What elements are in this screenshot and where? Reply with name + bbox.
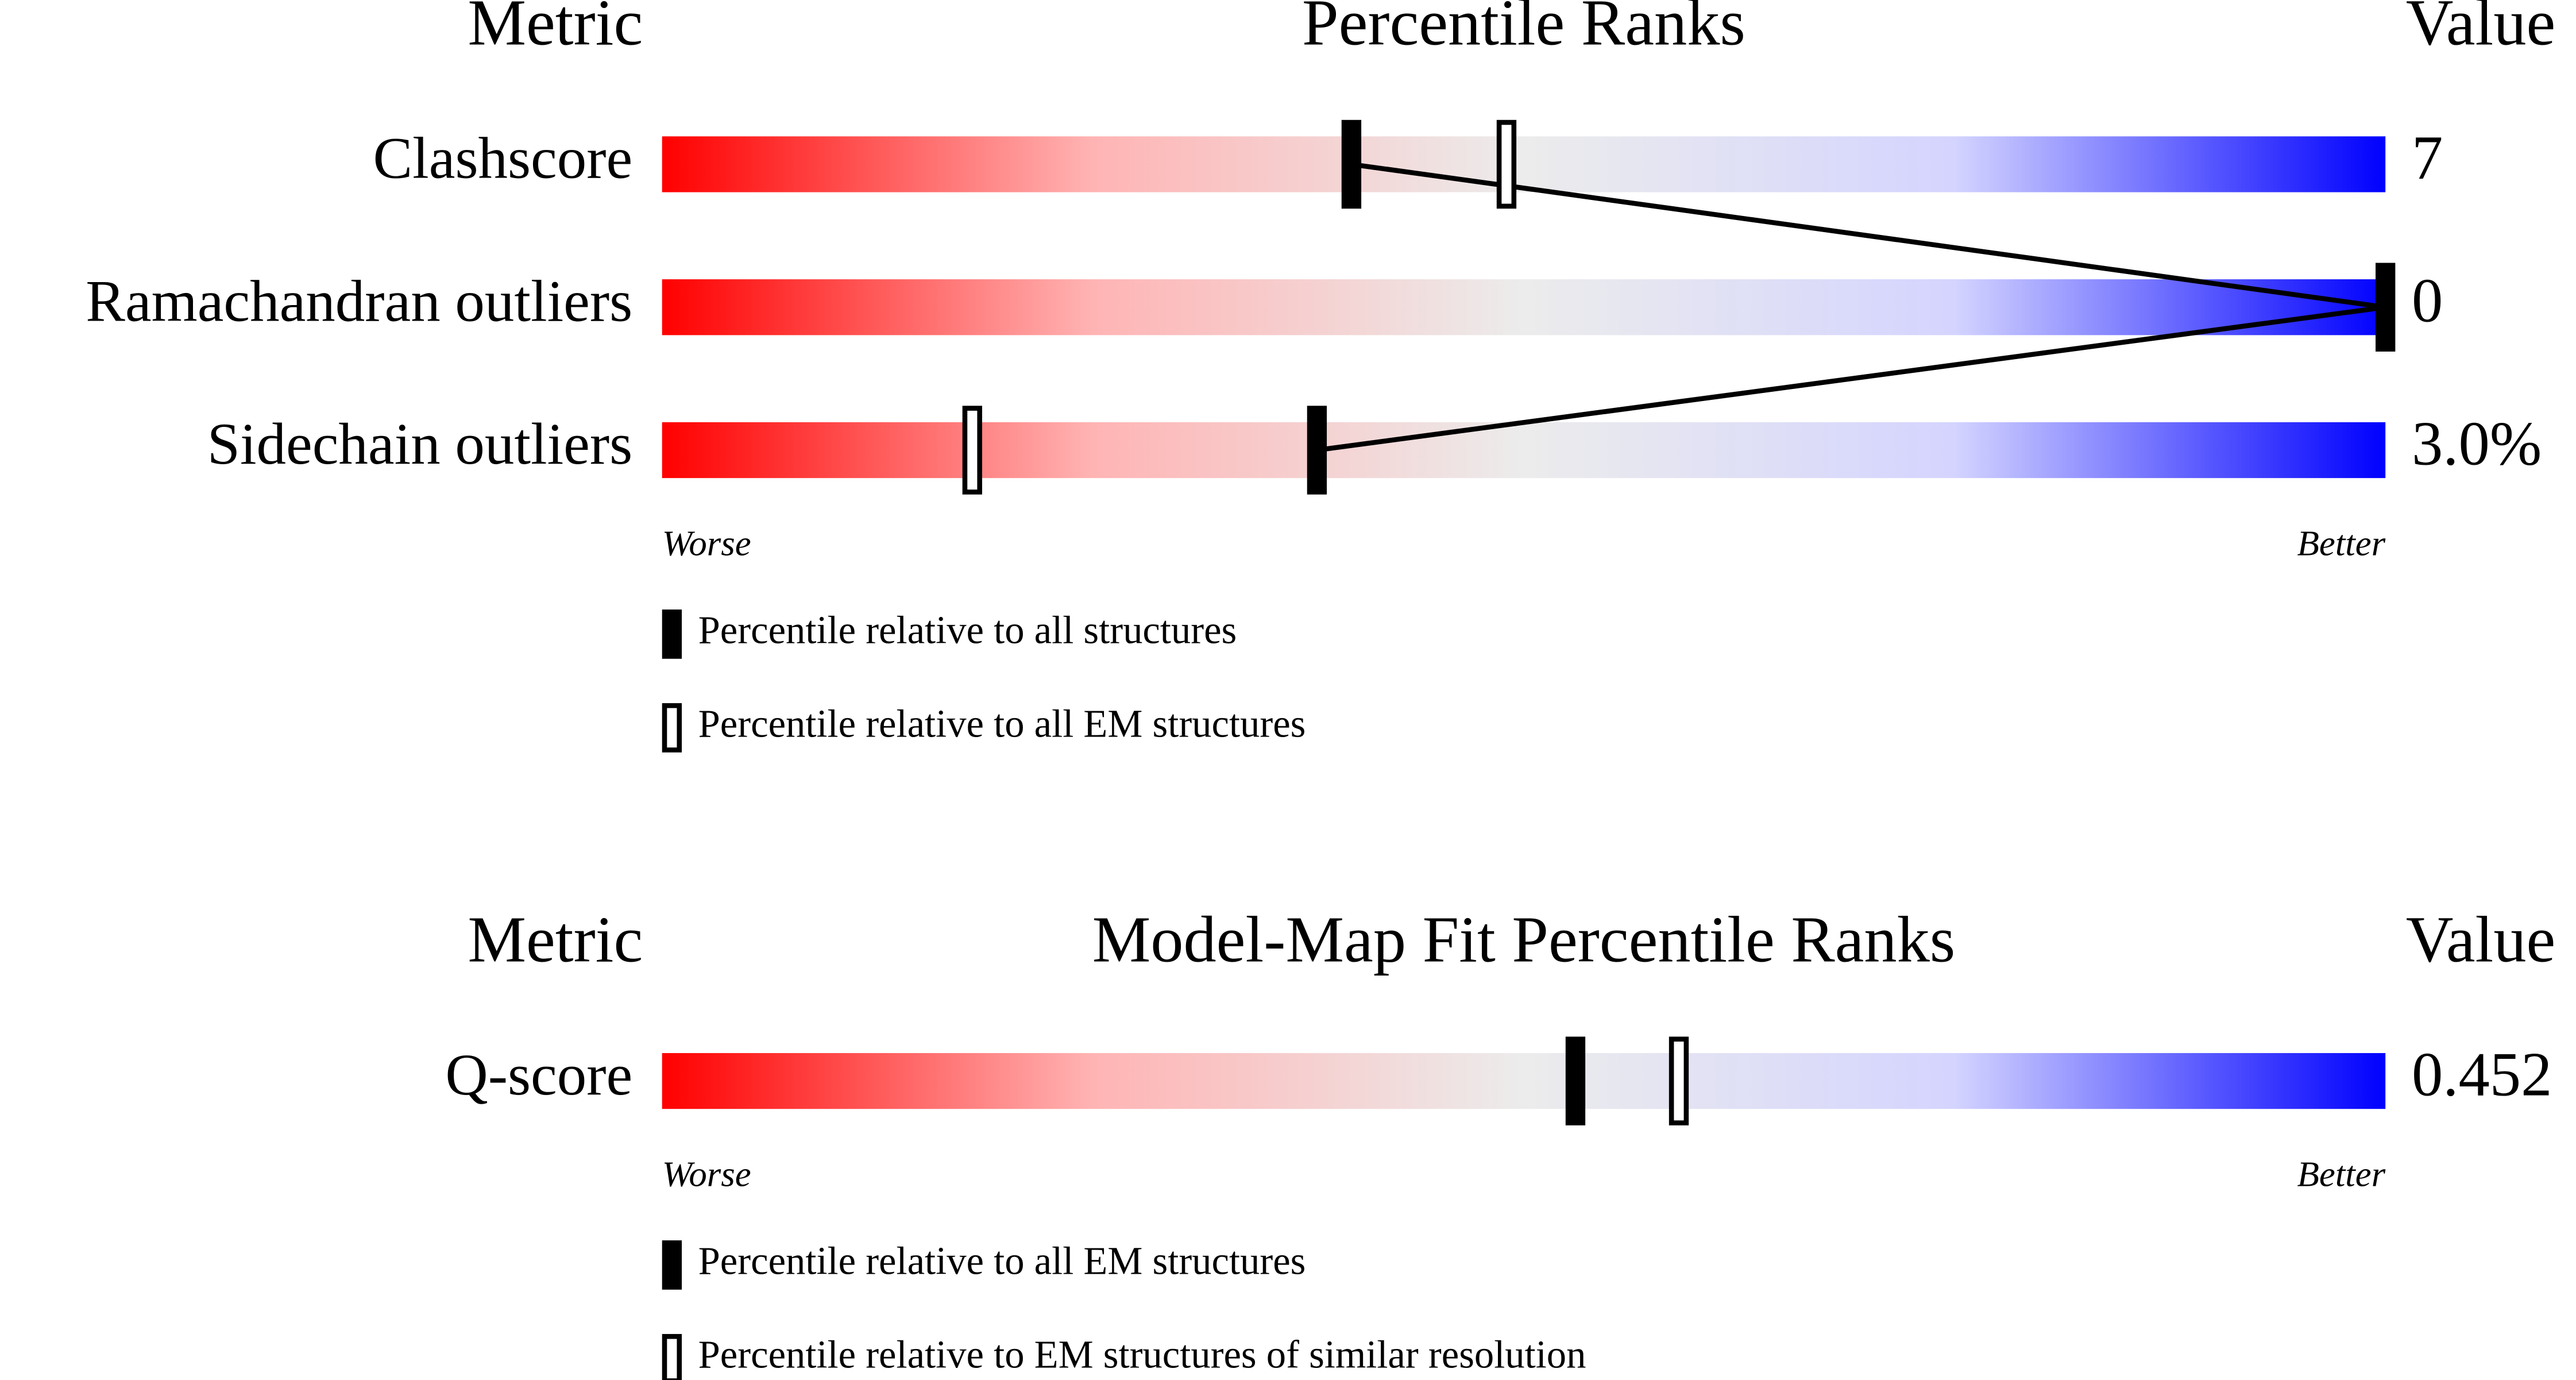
worse-label: Worse (662, 523, 751, 564)
better-label: Better (2297, 523, 2385, 564)
legend-swatch (662, 1333, 682, 1380)
metric-header: Metric (468, 0, 643, 59)
gradient-bar (662, 279, 2386, 336)
metric-label: Ramachandran outliers (86, 268, 632, 334)
better-label: Better (2297, 1154, 2385, 1194)
percentile-marker-hollow (1496, 120, 1517, 209)
metric-header: Metric (468, 903, 643, 976)
percentile-marker (2376, 263, 2396, 352)
legend-label: Percentile relative to EM structures of … (698, 1333, 1586, 1377)
chart-title: Model-Map Fit Percentile Ranks (1092, 903, 1956, 976)
legend-swatch (662, 1240, 682, 1290)
percentile-marker (1341, 120, 1362, 209)
value-header: Value (2406, 0, 2555, 59)
legend-label: Percentile relative to all structures (698, 608, 1237, 652)
percentile-marker (1565, 1036, 1586, 1125)
gradient-bar (662, 136, 2386, 192)
worse-label: Worse (662, 1154, 751, 1194)
metric-label: Clashscore (373, 126, 632, 191)
percentile-marker-hollow (1669, 1036, 1689, 1125)
metric-value: 0.452 (2412, 1040, 2552, 1109)
metric-label: Sidechain outliers (207, 411, 633, 477)
gradient-bar (662, 422, 2386, 479)
gradient-bar (662, 1053, 2386, 1109)
legend-swatch (662, 703, 682, 753)
value-header: Value (2406, 903, 2555, 976)
legend-label: Percentile relative to all EM structures (698, 702, 1306, 746)
percentile-marker (1307, 406, 1327, 495)
metric-value: 7 (2412, 123, 2443, 192)
chart-title: Percentile Ranks (1302, 0, 1745, 59)
percentile-marker-hollow (962, 406, 982, 495)
legend-swatch (662, 609, 682, 659)
legend-label: Percentile relative to all EM structures (698, 1239, 1306, 1283)
metric-label: Q-score (445, 1042, 632, 1108)
metric-value: 3.0% (2412, 408, 2542, 478)
metric-value: 0 (2412, 266, 2443, 336)
